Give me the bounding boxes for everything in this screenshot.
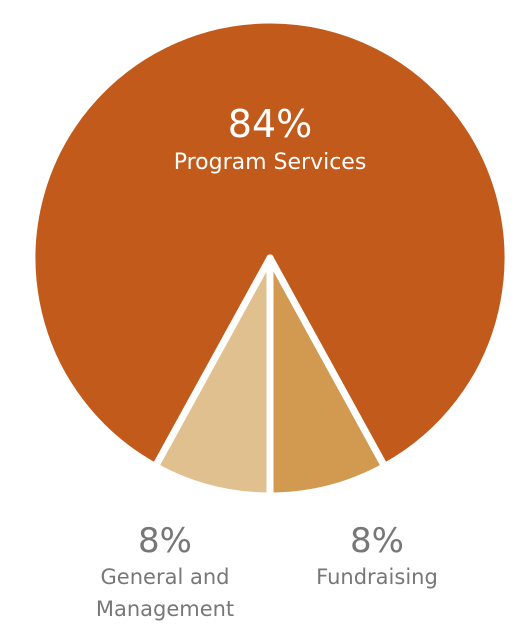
pie-slice-program-services xyxy=(28,16,512,471)
pie-slices xyxy=(28,16,512,500)
slice-label-general-management-line1: General and xyxy=(101,565,230,589)
slice-value-fundraising: 8% xyxy=(350,521,404,561)
slice-value-general-management: 8% xyxy=(138,521,192,561)
slice-label-program-services: Program Services xyxy=(174,150,367,175)
pie-slice-general-and-management xyxy=(266,254,389,500)
pie-slice-fundraising xyxy=(151,254,274,500)
slice-label-fundraising: Fundraising xyxy=(316,565,438,589)
slice-value-program-services: 84% xyxy=(228,102,312,146)
slice-label-general-management-line2: Management xyxy=(96,597,234,621)
